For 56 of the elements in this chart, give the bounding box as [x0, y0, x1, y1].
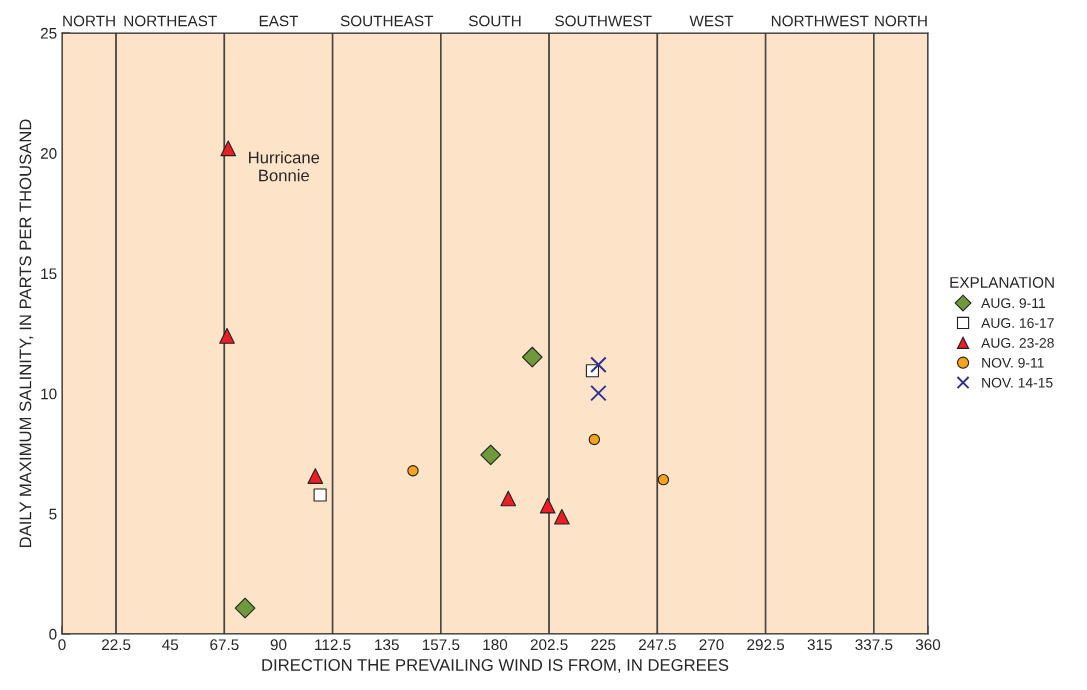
x-tick-label: 270 [699, 639, 724, 651]
legend-label: AUG. 9-11 [981, 298, 1046, 309]
x-tick-label: 337.5 [855, 639, 893, 651]
x-axis-title: DIRECTION THE PREVAILING WIND IS FROM, IN DEGREES [262, 659, 729, 673]
point [219, 328, 235, 344]
legend-label: AUG. 16-17 [981, 318, 1054, 328]
x-tick-label: 135 [375, 639, 399, 651]
band-label: NORTHEAST [124, 15, 217, 27]
band-label: SOUTHWEST [555, 15, 652, 27]
y-tick-label: 5 [49, 508, 57, 520]
x-tick-label: 157.5 [422, 639, 460, 651]
y-tick-label: 15 [41, 268, 57, 280]
legend-label: NOV. 9-11 [982, 357, 1044, 368]
point [407, 465, 419, 477]
x-tick-label: 45 [162, 639, 179, 651]
x-tick-label: 360 [915, 639, 941, 651]
point [590, 356, 607, 373]
y-axis-title: DAILY MAXIMUM SALINITY, IN PARTS PER THOUSAND [19, 119, 34, 548]
point [521, 346, 543, 368]
band-label: SOUTH [468, 15, 521, 27]
band-label: EAST [259, 15, 299, 27]
band-label: NORTH [875, 15, 927, 27]
point [220, 140, 237, 157]
legend-label: AUG. 23-28 [981, 337, 1054, 348]
x-tick-label: 67.5 [210, 639, 239, 651]
band-label: WEST [689, 15, 734, 27]
x-tick-label: 0 [58, 639, 66, 651]
point [500, 490, 517, 507]
x-tick-label: 112.5 [315, 639, 351, 651]
band-label: NORTHWEST [771, 15, 869, 27]
y-tick-label: 20 [40, 148, 57, 159]
x-tick-label: 247.5 [639, 639, 676, 651]
point [588, 433, 601, 446]
band-label: SOUTHEAST [340, 15, 434, 27]
x-tick-label: 22.5 [102, 639, 131, 651]
annotation: Hurricane Bonnie [249, 151, 320, 182]
point [657, 473, 670, 486]
x-tick-label: 180 [483, 639, 508, 651]
point [554, 508, 570, 525]
x-tick-label: 225 [591, 639, 616, 651]
point [307, 468, 324, 484]
legend-title: EXPLANATION [950, 277, 1054, 288]
y-tick-label: 25 [40, 27, 57, 39]
legend-label: NOV. 14-15 [982, 377, 1053, 388]
band-label: NORTH [63, 15, 115, 27]
y-tick-label: 0 [49, 628, 57, 640]
y-tick-label: 10 [41, 388, 57, 400]
x-tick-label: 292.5 [747, 639, 785, 651]
x-tick-label: 202.5 [530, 639, 568, 651]
point [313, 488, 327, 502]
point [590, 384, 607, 402]
x-tick-label: 90 [270, 639, 287, 651]
point [234, 597, 256, 619]
point [539, 497, 556, 514]
x-tick-label: 315 [807, 639, 832, 651]
point [480, 444, 502, 466]
